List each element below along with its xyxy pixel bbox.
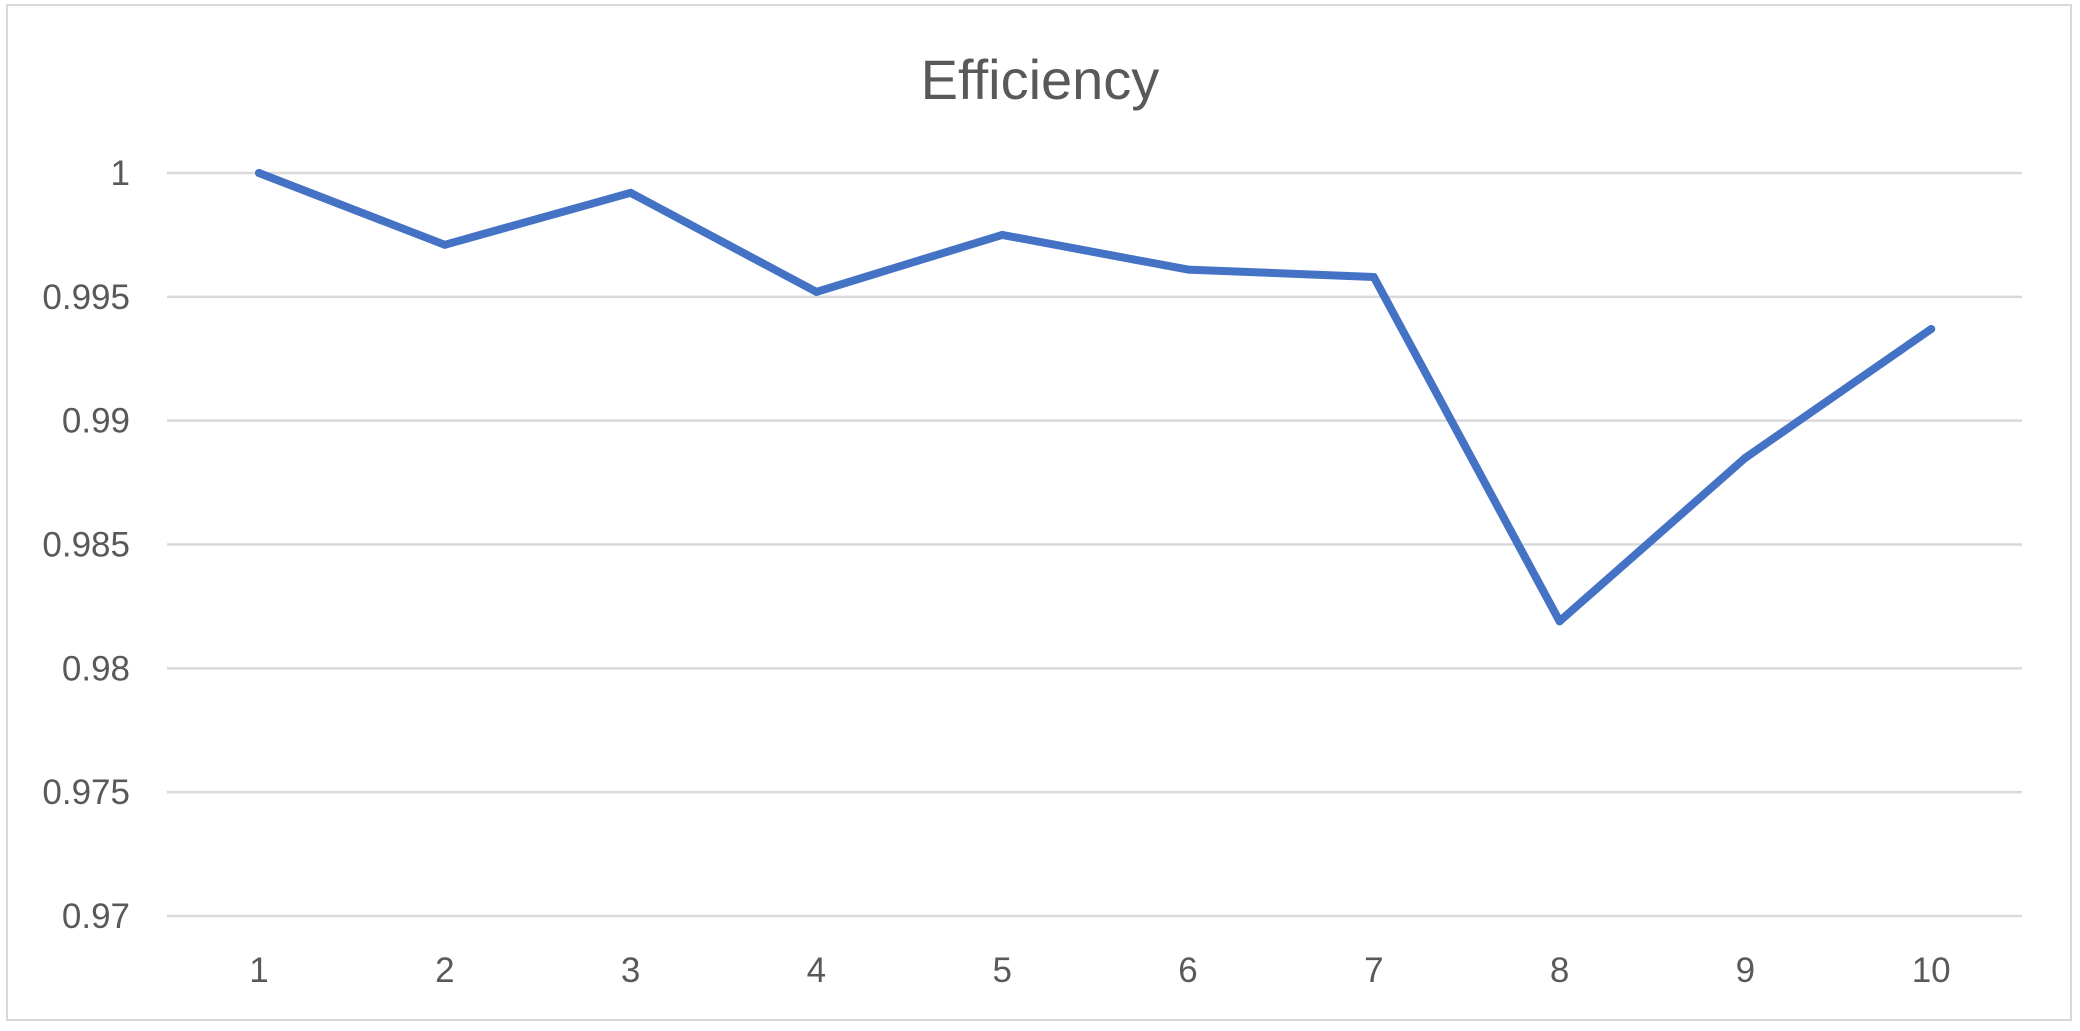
x-tick-label: 8 bbox=[1550, 951, 1569, 990]
y-tick-label: 0.99 bbox=[62, 402, 130, 441]
data-point bbox=[440, 240, 449, 249]
data-point bbox=[998, 230, 1007, 239]
y-tick-label: 1 bbox=[111, 154, 130, 193]
data-point bbox=[1555, 617, 1564, 626]
x-tick-label: 7 bbox=[1364, 951, 1383, 990]
y-tick-label: 0.985 bbox=[42, 526, 130, 565]
data-point bbox=[1741, 453, 1750, 462]
y-tick-label: 0.975 bbox=[42, 773, 130, 812]
x-tick-label: 5 bbox=[992, 951, 1011, 990]
y-tick-label: 0.995 bbox=[42, 278, 130, 317]
chart-title: Efficiency bbox=[921, 48, 1160, 111]
gridlines bbox=[167, 171, 2022, 918]
x-tick-label: 2 bbox=[435, 951, 454, 990]
x-tick-label: 6 bbox=[1178, 951, 1197, 990]
data-point bbox=[255, 169, 263, 177]
data-point bbox=[1927, 325, 1936, 334]
x-axis-tick-labels: 1 2 3 4 5 6 7 8 9 10 bbox=[249, 951, 1950, 990]
y-axis-tick-labels: 1 0.995 0.99 0.985 0.98 0.975 0.97 bbox=[42, 154, 130, 936]
data-point bbox=[626, 188, 635, 197]
x-tick-label: 1 bbox=[249, 951, 268, 990]
x-tick-label: 4 bbox=[807, 951, 826, 990]
x-tick-label: 10 bbox=[1912, 951, 1951, 990]
data-point bbox=[812, 287, 821, 296]
y-tick-label: 0.97 bbox=[62, 897, 130, 936]
data-point bbox=[1369, 273, 1378, 282]
data-point bbox=[1184, 265, 1192, 274]
y-tick-label: 0.98 bbox=[62, 649, 130, 688]
series-line bbox=[255, 169, 1936, 626]
x-tick-label: 9 bbox=[1736, 951, 1755, 990]
series-layer bbox=[255, 169, 1936, 626]
x-tick-label: 3 bbox=[621, 951, 640, 990]
